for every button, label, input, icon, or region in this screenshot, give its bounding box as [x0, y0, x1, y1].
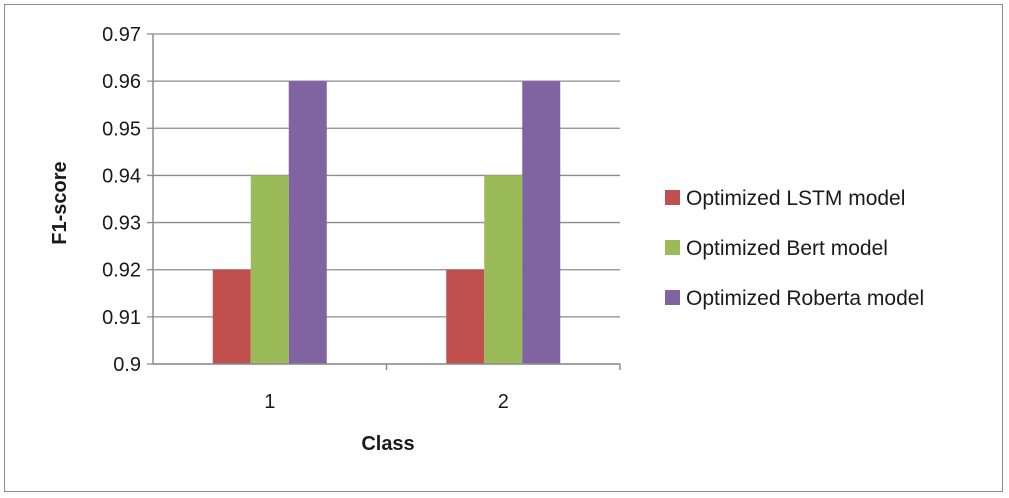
- legend: Optimized LSTM model Optimized Bert model…: [665, 187, 924, 310]
- x-tick-label: 1: [264, 391, 275, 413]
- bar-optimized-bert-model-2: [484, 175, 523, 364]
- x-tick-label: 2: [498, 391, 509, 413]
- axes: [152, 34, 621, 370]
- bars: [212, 81, 561, 365]
- y-axis-title: F1-score: [49, 161, 71, 244]
- y-tick-label: 0.9: [113, 354, 141, 376]
- bar-optimized-bert-model-1: [250, 175, 289, 364]
- legend-entry: Optimized LSTM model: [686, 187, 905, 210]
- y-tick-label: 0.94: [102, 165, 141, 187]
- legend-swatch: [665, 240, 680, 255]
- legend-swatch: [665, 290, 680, 305]
- y-tick-label: 0.91: [102, 307, 141, 329]
- y-tick-label: 0.92: [102, 260, 141, 282]
- y-tick-label: 0.96: [102, 71, 141, 93]
- y-tick-label: 0.97: [102, 24, 141, 46]
- legend-entry: Optimized Roberta model: [686, 287, 924, 310]
- y-tick-label: 0.93: [102, 213, 141, 235]
- legend-entry: Optimized Bert model: [686, 237, 888, 260]
- bar-optimized-roberta-model-2: [522, 81, 561, 365]
- y-tick-label: 0.95: [102, 118, 141, 140]
- legend-swatch: [665, 190, 680, 205]
- bar-optimized-lstm-model-2: [446, 269, 485, 364]
- y-tick-labels: 0.9 0.91 0.92 0.93 0.94 0.95 0.96 0.97: [102, 24, 141, 376]
- bar-optimized-lstm-model-1: [212, 269, 251, 364]
- bar-optimized-roberta-model-1: [288, 81, 327, 365]
- x-axis-title: Class: [361, 433, 414, 455]
